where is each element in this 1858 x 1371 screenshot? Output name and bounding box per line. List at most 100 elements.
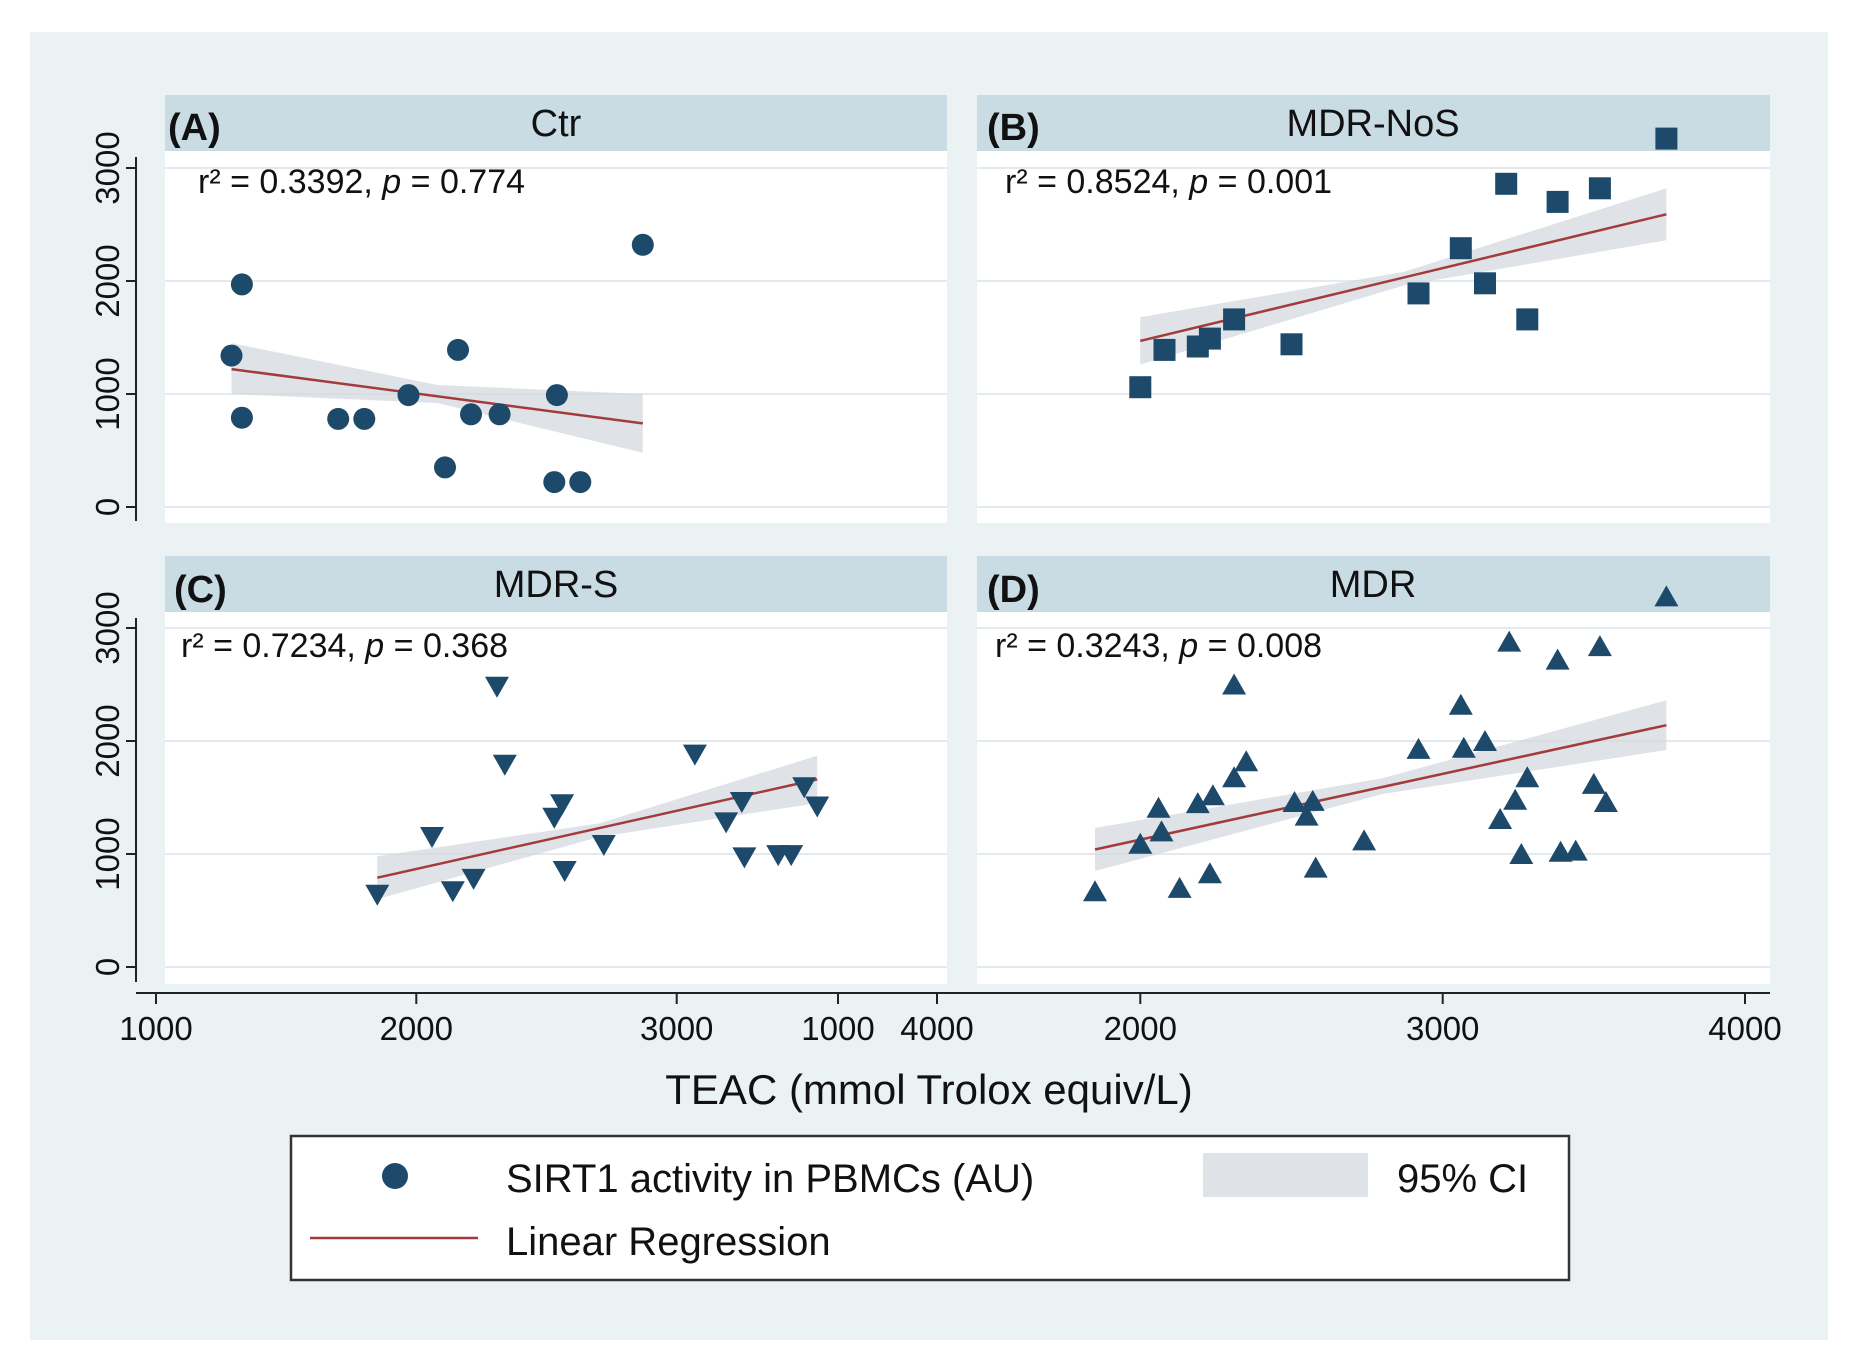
panel-d: (D) MDR r² = 0.3243, p = 0.008 1000 2000 3…: [801, 556, 1782, 1047]
panel-d-point-8: [1200, 784, 1225, 806]
panel-c-stat: r² = 0.7234, p = 0.368: [181, 627, 508, 665]
panel-d-ci-band: [1095, 700, 1667, 871]
panel-c-x-tick-label-3000: 3000: [640, 1010, 713, 1047]
panel-a-point-3: [230, 406, 253, 429]
panel-a-point-13: [569, 471, 592, 494]
panel-b-p-symbol: p: [1188, 163, 1208, 201]
panel-c-point-17: [792, 777, 817, 799]
panel-d-x-tick-label-3000: 3000: [1406, 1010, 1479, 1047]
panel-c-point-9: [552, 861, 577, 882]
panel-b-point-14: [1655, 127, 1678, 150]
panel-c-point-14: [732, 847, 757, 869]
panel-a-plot-area: [165, 151, 947, 523]
panel-a-point-10: [488, 403, 511, 426]
panel-d-point-29: [1581, 772, 1606, 794]
panel-b-r2: r² = 0.8524,: [1005, 163, 1189, 201]
panel-b-point-6: [1280, 333, 1303, 356]
panel-d-point-9: [1222, 673, 1247, 695]
panel-a-point-7: [434, 456, 456, 479]
panel-d-x-tick-label-1000: 1000: [801, 1010, 874, 1047]
panel-d-point-32: [1654, 585, 1679, 607]
panel-a-point-12: [545, 384, 568, 407]
panel-d-strip: [977, 556, 1770, 612]
panel-d-point-7: [1197, 862, 1222, 884]
panel-c-gridlines: [165, 627, 947, 968]
panel-a-p-value: = 0.774: [401, 163, 525, 201]
panel-b-point-9: [1474, 272, 1496, 295]
panel-c-y-tick-label-2000: 2000: [89, 704, 126, 777]
panel-a-point-8: [447, 338, 469, 361]
panel-a-y-axis: 0 1000 2000 3000: [89, 131, 137, 521]
panel-c-point-2: [420, 827, 444, 848]
panel-c-point-12: [714, 812, 739, 834]
panel-c-point-11: [682, 744, 707, 766]
panel-c-x-tick-label-4000: 4000: [900, 1010, 973, 1047]
panel-c-y-tick-label-3000: 3000: [89, 591, 126, 664]
panel-b-point-12: [1546, 190, 1569, 213]
panel-d-p-symbol: p: [1178, 627, 1198, 665]
legend: SIRT1 activity in PBMCs (AU) 95% CI Line…: [289, 1134, 1571, 1282]
panel-d-point-26: [1545, 648, 1570, 670]
panel-a-strip: [165, 95, 947, 151]
panel-a-point-14: [631, 233, 654, 256]
panel-b-point-11: [1516, 308, 1539, 331]
panel-c-strip: [165, 556, 947, 612]
panel-b-title: MDR-NoS: [1286, 103, 1459, 145]
panel-d-point-2: [1128, 832, 1153, 854]
panel-c-p-symbol: p: [364, 627, 384, 665]
panel-c-y-axis: 0 1000 2000 3000: [89, 591, 137, 982]
panel-d-point-13: [1294, 804, 1319, 826]
panel-d-x-tick-label-2000: 2000: [1104, 1010, 1177, 1047]
panel-c-x-tick-label-2000: 2000: [380, 1010, 453, 1047]
panel-a-point-4: [327, 407, 350, 430]
panel-d-point-20: [1473, 730, 1497, 751]
panel-c-r2: r² = 0.7234,: [181, 627, 365, 665]
panel-a-ci-band: [231, 343, 643, 453]
panel-a-y-tick-label-3000: 3000: [89, 131, 126, 204]
panel-d-r2: r² = 0.3243,: [995, 627, 1179, 665]
panel-d-point-30: [1587, 635, 1612, 657]
panel-b-point-2: [1153, 338, 1176, 361]
panel-a-point-1: [220, 344, 243, 367]
panel-b: (B) MDR-NoS r² = 0.8524, p = 0.001: [977, 95, 1770, 523]
panel-d-point-1: [1083, 880, 1107, 902]
panel-c-point-16: [779, 845, 804, 867]
panel-a-regression-line: [231, 367, 643, 425]
panel-c-point-6: [492, 754, 517, 776]
panel-a-stat: r² = 0.3392, p = 0.774: [198, 163, 525, 201]
panel-d-point-3: [1146, 796, 1171, 818]
panel-d-point-6: [1185, 792, 1210, 814]
panel-c-points: [365, 676, 830, 906]
panel-d-stat: r² = 0.3243, p = 0.008: [995, 627, 1322, 665]
panel-a: (A) Ctr r² = 0.3392, p = 0.774 0 1000 2000…: [89, 95, 947, 523]
panel-a-point-5: [353, 407, 376, 430]
panel-c-point-8: [550, 794, 575, 816]
panel-a-point-2: [230, 273, 253, 296]
panel-d-x-tick-label-4000: 4000: [1708, 1010, 1781, 1047]
panel-d-title: MDR: [1330, 564, 1417, 606]
panel-d-points: [1083, 585, 1679, 902]
panel-b-point-5: [1223, 308, 1246, 331]
panel-d-ci-band-shape: [1095, 700, 1667, 871]
panel-c-point-1: [365, 884, 390, 906]
panel-b-tag: (B): [987, 107, 1040, 149]
panel-a-points: [220, 233, 654, 494]
panel-d-point-15: [1303, 856, 1328, 878]
panel-d-plot-area: [977, 612, 1770, 984]
panel-c-point-13: [729, 792, 754, 813]
panel-a-point-6: [397, 384, 420, 407]
panel-c-y-tick-label-1000: 1000: [89, 817, 126, 890]
panel-a-point-9: [460, 403, 482, 426]
panel-a-r2: r² = 0.3392,: [198, 163, 382, 201]
panel-a-gridlines: [165, 167, 947, 508]
panel-d-point-14: [1300, 789, 1325, 811]
panel-d-regression: [1094, 723, 1667, 851]
panel-b-stat: r² = 0.8524, p = 0.001: [1005, 163, 1332, 201]
panel-c-point-18: [805, 796, 830, 818]
panel-d-point-11: [1234, 750, 1259, 772]
panel-b-point-13: [1588, 177, 1611, 200]
panel-d-point-24: [1509, 843, 1534, 864]
panel-d-point-17: [1406, 737, 1431, 759]
panel-b-points: [1129, 127, 1678, 399]
